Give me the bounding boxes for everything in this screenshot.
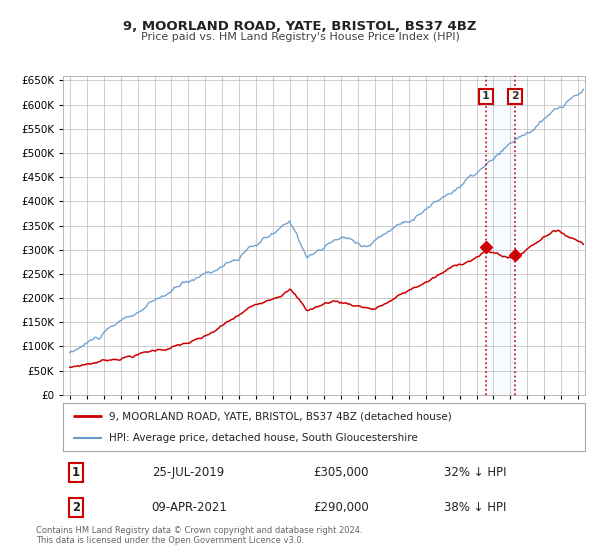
Text: This data is licensed under the Open Government Licence v3.0.: This data is licensed under the Open Gov…	[36, 536, 304, 545]
Text: 9, MOORLAND ROAD, YATE, BRISTOL, BS37 4BZ (detached house): 9, MOORLAND ROAD, YATE, BRISTOL, BS37 4B…	[109, 411, 452, 421]
Text: 25-JUL-2019: 25-JUL-2019	[152, 466, 224, 479]
Text: 32% ↓ HPI: 32% ↓ HPI	[444, 466, 506, 479]
Text: 38% ↓ HPI: 38% ↓ HPI	[444, 501, 506, 514]
Text: 1: 1	[72, 466, 80, 479]
Text: £305,000: £305,000	[314, 466, 369, 479]
Text: 09-APR-2021: 09-APR-2021	[152, 501, 227, 514]
Text: Price paid vs. HM Land Registry's House Price Index (HPI): Price paid vs. HM Land Registry's House …	[140, 32, 460, 42]
Text: £290,000: £290,000	[314, 501, 370, 514]
Text: 2: 2	[511, 91, 519, 101]
Text: 2: 2	[72, 501, 80, 514]
Text: HPI: Average price, detached house, South Gloucestershire: HPI: Average price, detached house, Sout…	[109, 433, 418, 443]
Text: Contains HM Land Registry data © Crown copyright and database right 2024.: Contains HM Land Registry data © Crown c…	[36, 526, 362, 535]
Text: 1: 1	[482, 91, 490, 101]
Text: 9, MOORLAND ROAD, YATE, BRISTOL, BS37 4BZ: 9, MOORLAND ROAD, YATE, BRISTOL, BS37 4B…	[123, 20, 477, 32]
Bar	[486, 76, 515, 395]
